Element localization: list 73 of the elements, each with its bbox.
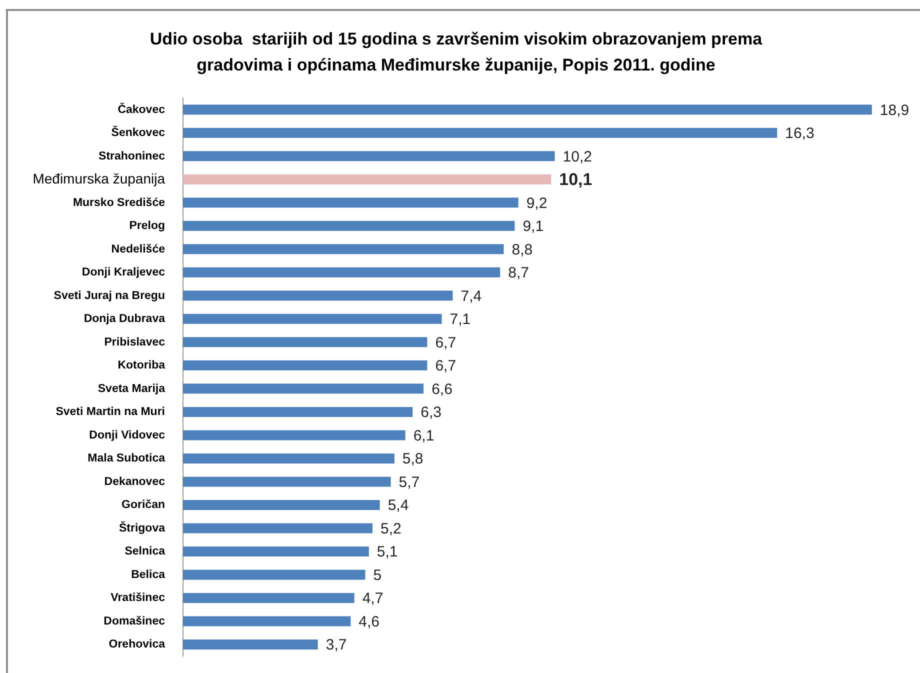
y-tick-label: Belica: [131, 568, 166, 581]
data-label: 18,9: [880, 102, 910, 119]
bar: [183, 639, 318, 650]
bar: [183, 616, 351, 626]
y-tick-label: Sveti Martin na Muri: [56, 406, 165, 418]
y-tick-label: Štrigova: [118, 520, 166, 534]
data-label: 5,7: [398, 474, 420, 491]
bar: [183, 128, 778, 138]
data-label: 9,1: [522, 218, 544, 236]
data-label: 6,6: [432, 380, 452, 398]
bar: [183, 174, 552, 184]
bar: [183, 430, 406, 440]
y-tick-label: Orehovica: [108, 638, 166, 651]
bar: [183, 314, 442, 324]
data-label: 5,4: [388, 497, 409, 514]
y-tick-label: Strahoninec: [98, 150, 166, 162]
bar: [183, 220, 515, 231]
bar: [183, 406, 413, 417]
y-tick-label: Mursko Središće: [72, 196, 165, 209]
data-label: 6,7: [435, 334, 456, 352]
data-label: 4,7: [362, 590, 384, 608]
data-label: 5,1: [376, 544, 398, 561]
bar: [183, 384, 424, 394]
y-tick-label: Međimurska županija: [32, 170, 166, 186]
data-label: 4,6: [358, 613, 380, 630]
y-tick-label: Čakovec: [118, 102, 166, 116]
data-label: 10,2: [562, 148, 592, 166]
bar: [183, 244, 504, 254]
data-label: 3,7: [326, 636, 347, 654]
data-label: 6,1: [413, 427, 434, 444]
y-tick-label: Dekanovec: [104, 476, 166, 488]
y-tick-label: Sveta Marija: [98, 382, 166, 395]
bar: [183, 476, 391, 487]
data-label: 9,2: [526, 194, 548, 212]
bar: [183, 546, 369, 556]
data-label: 8,7: [508, 264, 529, 282]
y-tick-label: Donji Kraljevec: [82, 266, 166, 279]
data-label: 5,8: [402, 450, 424, 468]
bar: [183, 523, 373, 534]
y-tick-label: Sveti Juraj na Bregu: [54, 290, 165, 302]
bar: [183, 570, 366, 580]
y-tick-label: Donji Vidovec: [89, 429, 166, 442]
data-label: 5,2: [380, 520, 402, 538]
bar: [183, 592, 354, 603]
bar: [183, 104, 872, 115]
y-tick-label: Goričan: [122, 499, 165, 512]
bar: [183, 360, 428, 370]
data-label: 5: [373, 566, 382, 584]
y-tick-label: Selnica: [124, 546, 166, 558]
bar: [183, 453, 394, 464]
bar: [183, 337, 428, 348]
bar: [183, 198, 518, 208]
bar: [183, 151, 555, 162]
data-label: 7,4: [460, 288, 482, 305]
bar: [183, 500, 380, 510]
data-label: 16,3: [785, 125, 814, 142]
bar: [183, 267, 500, 278]
chart-title: Udio osoba starijih od 15 godina s završenim visokim obrazovanjem prema gradovima i općinama Međimurske županije, Popis 2011. godine: [150, 30, 763, 75]
data-label: 7,1: [450, 311, 471, 328]
data-label: 6,7: [435, 358, 456, 375]
y-tick-label: Pribislavec: [104, 336, 166, 348]
y-tick-label: Vratišinec: [110, 592, 166, 604]
y-tick-label: Nedelišće: [111, 243, 165, 256]
y-tick-label: Prelog: [129, 220, 165, 232]
data-label: 6,3: [420, 404, 442, 422]
data-label: 10,1: [559, 170, 592, 190]
y-tick-label: Domašinec: [104, 615, 166, 628]
y-tick-label: Šenkovec: [111, 125, 166, 140]
bar: [183, 290, 453, 301]
y-tick-label: Mala Subotica: [88, 452, 166, 465]
data-label: 8,8: [512, 241, 533, 258]
y-tick-label: Donja Dubrava: [84, 313, 166, 326]
y-tick-label: Kotoriba: [118, 360, 166, 372]
